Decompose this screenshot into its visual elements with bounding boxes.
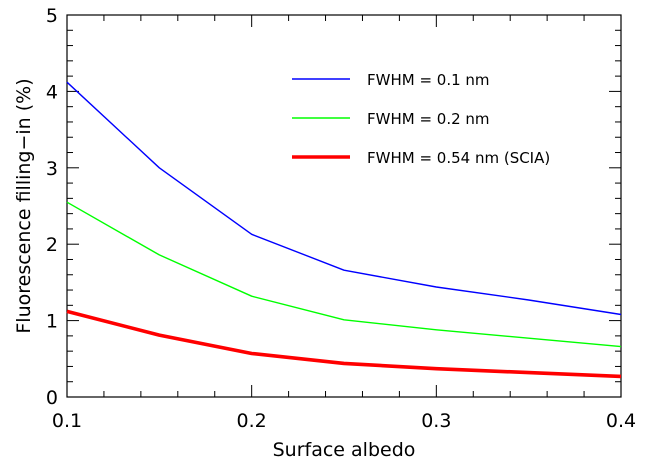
series-line-1 xyxy=(66,81,622,316)
y-tick-label: 5 xyxy=(46,5,58,27)
axis-ticks: 0.1 0.2 0.3 0.4 0 1 2 3 4 5 xyxy=(46,5,636,432)
legend-label-2: FWHM = 0.2 nm xyxy=(367,110,490,128)
series-line-3 xyxy=(66,309,622,379)
x-tick-label: 0.4 xyxy=(606,410,636,432)
y-tick-label: 0 xyxy=(46,387,58,409)
series-line-2 xyxy=(66,201,622,348)
series-lines xyxy=(66,81,622,379)
x-tick-label: 0.1 xyxy=(52,410,82,432)
x-tick-label: 0.3 xyxy=(421,410,451,432)
y-tick-label: 4 xyxy=(46,81,58,103)
x-tick-label: 0.2 xyxy=(237,410,267,432)
legend-label-1: FWHM = 0.1 nm xyxy=(367,71,490,89)
legend-label-3: FWHM = 0.54 nm (SCIA) xyxy=(367,149,550,167)
legend: FWHM = 0.1 nm FWHM = 0.2 nm FWHM = 0.54 nm… xyxy=(292,71,550,167)
x-axis-title: Surface albedo xyxy=(273,439,416,461)
y-tick-label: 2 xyxy=(46,234,58,256)
plot-frame xyxy=(66,14,622,398)
y-tick-label: 1 xyxy=(46,311,58,333)
y-tick-label: 3 xyxy=(46,158,58,180)
y-axis-title: Fluorescence filling−in (%) xyxy=(13,78,35,333)
